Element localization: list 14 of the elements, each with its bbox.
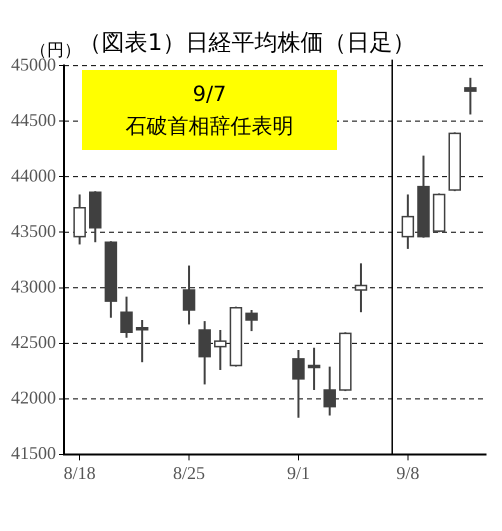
y-tick-label: 41500 [11,443,56,464]
y-tick-label: 42000 [11,388,56,408]
y-tick-label: 44000 [11,165,56,186]
x-tick-label: 9/1 [286,462,310,483]
x-tick-label: 9/8 [396,462,420,483]
x-tick-label: 8/18 [64,462,96,483]
y-tick-label: 44500 [11,110,56,130]
y-tick-label: 42500 [11,332,56,352]
callout-box: 9/7 石破首相辞任表明 [82,70,337,150]
y-axis-title: （円） [30,40,81,60]
y-tick-label: 43500 [11,220,56,241]
y-tick-label: 43000 [11,276,56,297]
chart-title: （図表1）日経平均株価（日足） [78,30,416,56]
x-tick-label: 8/25 [173,462,206,483]
